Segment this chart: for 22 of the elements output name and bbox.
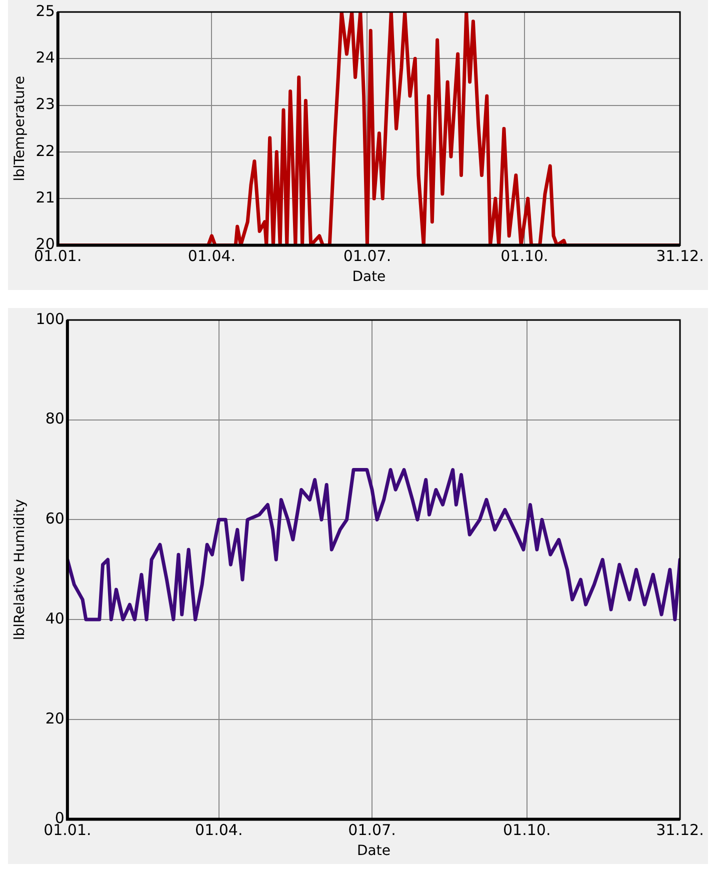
y-tick-label: 20 [45,709,64,728]
x-axis-title: Date [352,269,386,286]
x-tick-label: 01.10. [503,821,551,840]
x-tick-label: 01.04. [195,821,243,840]
y-tick-label: 25 [36,2,55,20]
y-tick-label: 40 [45,609,64,628]
y-tick-label: 80 [45,410,64,428]
y-tick-label: 23 [36,95,55,114]
y-tick-label: 100 [36,310,64,328]
x-tick-label: 01.07. [348,821,396,840]
y-tick-label: 21 [36,188,55,206]
y-axis-title: lblRelative Humidity [12,499,28,640]
y-tick-label: 24 [36,48,55,67]
x-tick-label: 31.12. [656,247,704,266]
y-tick-label: 60 [45,510,64,528]
x-axis-title: Date [356,843,390,860]
x-tick-label: 01.10. [500,247,548,266]
y-tick-label: 22 [36,142,55,160]
x-tick-label: 31.12. [656,821,704,840]
x-tick-label: 01.07. [343,247,392,266]
x-tick-label: 01.04. [188,247,236,266]
y-axis-title: lblTemperature [12,76,28,182]
